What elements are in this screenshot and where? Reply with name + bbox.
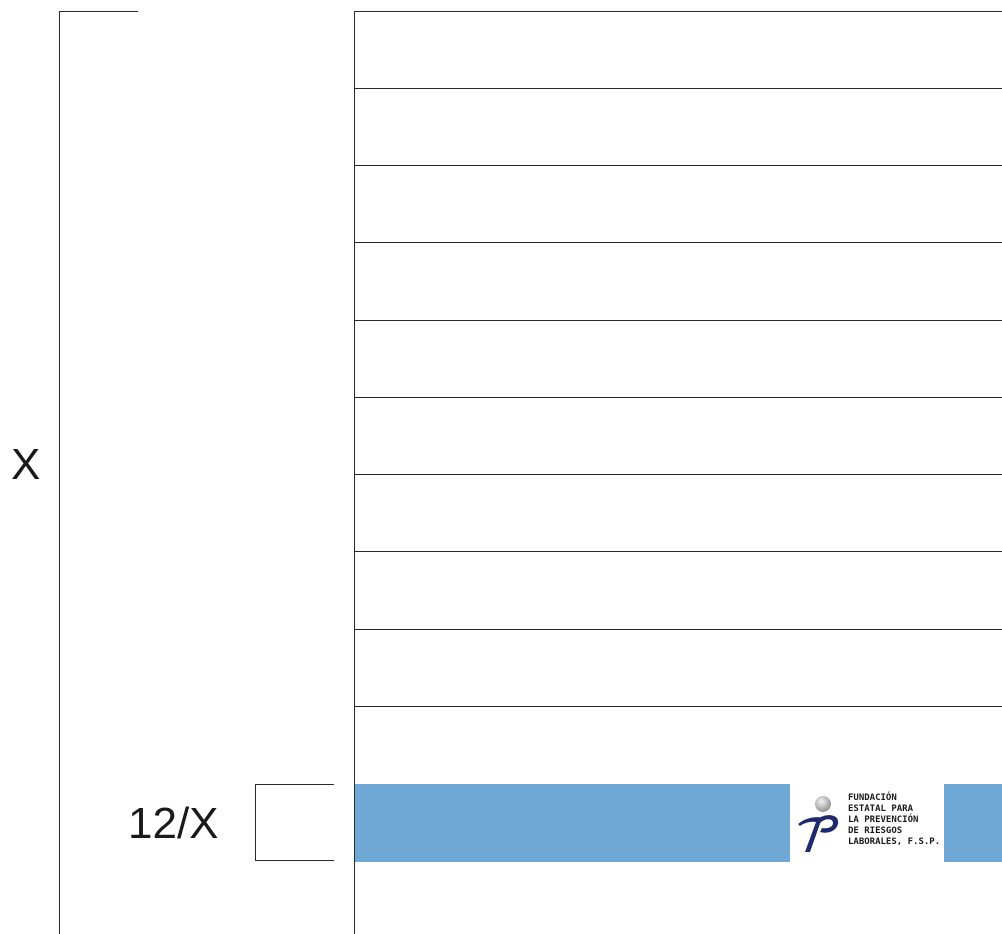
answer-line bbox=[354, 88, 1002, 89]
logo-text: FUNDACIÓN ESTATAL PARA LA PREVENCIÓN DE … bbox=[848, 793, 940, 848]
organization-logo: FUNDACIÓN ESTATAL PARA LA PREVENCIÓN DE … bbox=[790, 784, 944, 862]
logo-line: FUNDACIÓN bbox=[848, 793, 897, 803]
answer-line bbox=[354, 629, 1002, 630]
answer-line bbox=[354, 320, 1002, 321]
answer-line bbox=[354, 11, 1002, 12]
logo-mark-icon bbox=[798, 796, 839, 852]
logo-line: LA PREVENCIÓN bbox=[848, 815, 919, 825]
answer-line bbox=[354, 706, 1002, 707]
score-box-bottom bbox=[255, 860, 334, 861]
answer-line bbox=[354, 551, 1002, 552]
score-box-left bbox=[255, 784, 256, 861]
side-label: X bbox=[11, 440, 41, 489]
answer-line bbox=[354, 242, 1002, 243]
logo-line: DE RIESGOS bbox=[848, 826, 903, 836]
answer-line bbox=[354, 397, 1002, 398]
score-box-top bbox=[255, 784, 334, 785]
answer-column-border bbox=[354, 11, 355, 934]
score-label: 12/X bbox=[128, 799, 219, 848]
bracket-top-line bbox=[59, 11, 138, 12]
answer-line bbox=[354, 474, 1002, 475]
bracket-vertical-line bbox=[59, 11, 60, 934]
logo-line: LABORALES, F.S.P. bbox=[848, 837, 941, 847]
logo-line: ESTATAL PARA bbox=[848, 804, 914, 814]
answer-line bbox=[354, 165, 1002, 166]
